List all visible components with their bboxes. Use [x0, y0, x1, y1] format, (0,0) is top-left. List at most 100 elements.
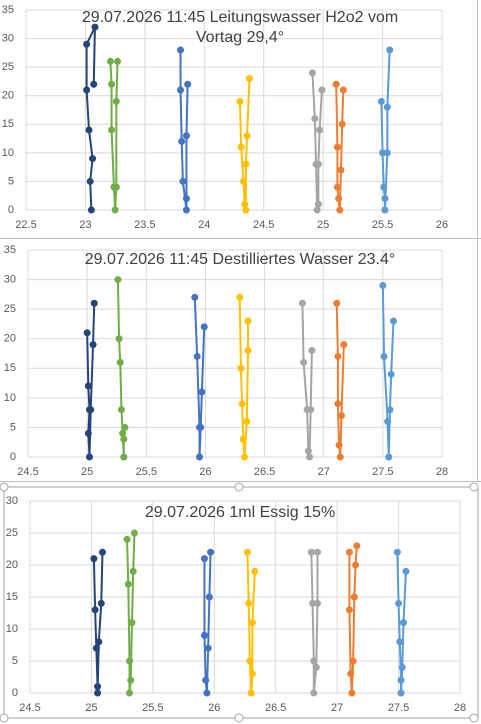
point: [248, 619, 256, 627]
point: [120, 453, 128, 461]
point: [90, 555, 98, 563]
point: [197, 423, 205, 431]
point: [130, 529, 138, 537]
point: [313, 548, 321, 556]
point: [307, 548, 315, 556]
point: [251, 567, 259, 575]
point: [94, 683, 102, 691]
y-tick-label: 10: [2, 147, 14, 159]
point: [386, 406, 394, 414]
point: [83, 40, 91, 48]
y-tick-label: 20: [6, 559, 18, 571]
point: [98, 548, 106, 556]
point: [237, 143, 245, 151]
point: [384, 418, 392, 426]
y-tick-label: 30: [6, 495, 18, 507]
divider: [0, 481, 481, 482]
point: [397, 689, 405, 697]
x-tick-label: 23.5: [134, 219, 155, 231]
x-tick-label: 27.5: [388, 702, 409, 714]
series-line: [238, 297, 250, 458]
point: [308, 69, 316, 77]
y-tick-label: 25: [4, 303, 16, 315]
point: [339, 86, 347, 94]
point: [300, 358, 308, 366]
chart-title: 29.07.2026 11:45 Destilliertes Wasser 23…: [84, 251, 396, 268]
y-tick-label: 35: [4, 244, 16, 256]
point: [89, 341, 97, 349]
divider: [0, 238, 481, 239]
x-tick-label: 23: [79, 219, 91, 231]
point: [307, 406, 315, 414]
point: [127, 676, 135, 684]
x-tick-label: 24.5: [253, 219, 274, 231]
point: [117, 406, 125, 414]
point: [402, 567, 410, 575]
point: [112, 183, 120, 191]
series-line: [335, 84, 345, 211]
point: [108, 126, 116, 134]
point: [380, 183, 388, 191]
point: [338, 120, 346, 128]
y-tick-label: 30: [2, 32, 14, 44]
x-tick-label: 22.5: [15, 219, 36, 231]
point: [306, 453, 314, 461]
series-line: [126, 532, 136, 694]
point: [83, 329, 91, 337]
point: [396, 638, 404, 646]
point: [333, 299, 341, 307]
point: [308, 347, 316, 355]
point: [241, 200, 249, 208]
point: [316, 126, 324, 134]
point: [243, 132, 251, 140]
point: [177, 46, 185, 54]
point: [304, 447, 312, 455]
point: [313, 206, 321, 214]
point: [129, 567, 137, 575]
point: [236, 293, 244, 301]
point: [91, 23, 99, 31]
point: [200, 555, 208, 563]
point: [84, 429, 92, 437]
x-tick-label: 25: [317, 219, 329, 231]
point: [311, 115, 319, 123]
y-tick-label: 25: [6, 527, 18, 539]
point: [314, 160, 322, 168]
point: [205, 593, 213, 601]
point: [91, 606, 99, 614]
point: [90, 80, 98, 88]
x-tick-label: 28: [454, 702, 466, 714]
point: [116, 358, 124, 366]
point: [108, 80, 116, 88]
point: [390, 317, 398, 325]
point: [111, 206, 119, 214]
point: [86, 453, 94, 461]
point: [203, 689, 211, 697]
x-tick-label: 27: [331, 702, 343, 714]
point: [207, 548, 215, 556]
point: [248, 670, 256, 678]
point: [399, 619, 407, 627]
series-line: [348, 545, 358, 694]
point: [128, 619, 136, 627]
series-line: [92, 552, 104, 694]
point: [240, 177, 248, 185]
x-tick-label: 24.5: [17, 466, 38, 478]
point: [334, 400, 342, 408]
point: [335, 441, 343, 449]
point: [120, 435, 128, 443]
point: [397, 676, 405, 684]
point: [84, 382, 92, 390]
chart: 0 5 10 15 20 25 30 24.5 25 25.5 26 26.5 27 27.5 28: [6, 495, 466, 714]
point: [115, 335, 123, 343]
point: [347, 670, 355, 678]
x-tick-label: 24.5: [19, 702, 40, 714]
series-line: [203, 552, 212, 694]
chart-title: 29.07.2026 1ml Essig 15%: [144, 504, 336, 521]
point: [236, 97, 244, 105]
point: [237, 364, 245, 372]
y-tick-label: 25: [2, 61, 14, 73]
chart: 0 5 10 15 20 25 30 35 24.5 25 25.5 26 26.5 27 27.5 28: [4, 244, 448, 478]
point: [86, 177, 94, 185]
point: [244, 317, 252, 325]
